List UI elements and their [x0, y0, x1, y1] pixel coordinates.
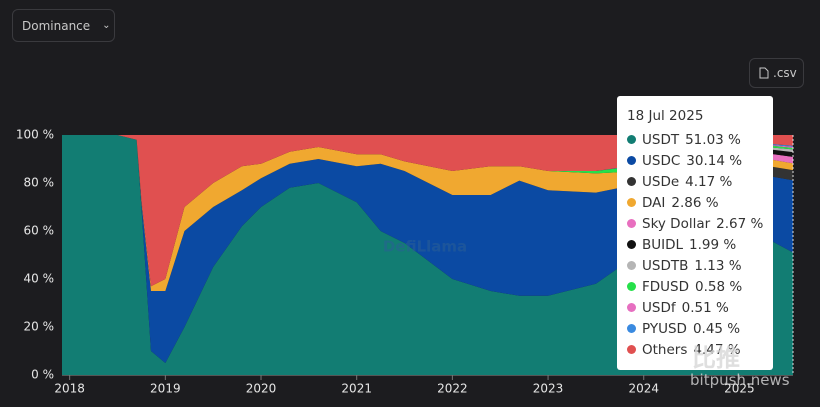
legend-dot [627, 198, 636, 207]
watermark: DefiLlama [383, 238, 467, 256]
y-tick-label: 20 % [24, 320, 55, 334]
tooltip-row: DAI 2.86 % [627, 192, 763, 213]
brand-watermark: 比推 [692, 344, 740, 372]
tooltip-row: Sky Dollar 2.67 % [627, 213, 763, 234]
tooltip-name: USDC [642, 152, 681, 169]
legend-dot [627, 240, 636, 249]
tooltip-row: USDe 4.17 % [627, 171, 763, 192]
y-tick-label: 80 % [24, 176, 55, 190]
tooltip-value: 4.17 % [685, 173, 733, 190]
tooltip-name: USDe [642, 173, 680, 190]
chevron: ⌄ [102, 20, 111, 31]
dropdown-label: Dominance [22, 18, 91, 33]
x-tick-label: 2025 [724, 382, 755, 396]
tooltip-date: 18 Jul 2025 [627, 108, 704, 124]
tooltip-value: 0.51 % [681, 299, 729, 316]
tooltip-row: FDUSD 0.58 % [627, 276, 763, 297]
area [62, 135, 793, 375]
file-icon [759, 67, 769, 79]
y-tick-label: 100 % [16, 128, 54, 142]
tooltip-name: USDTB [642, 257, 689, 274]
area [62, 135, 793, 363]
tooltip: 18 Jul 2025 USDT 51.03 % USDC 30.14 % USDe 4.1… [617, 96, 773, 370]
tooltip-row: USDC 30.14 % [627, 150, 763, 171]
x-tick-label: 2018 [54, 382, 85, 396]
dominance-dropdown[interactable]: Dominance ⌄ [12, 9, 115, 42]
tooltip-name: PYUSD [642, 320, 687, 337]
legend-dot [627, 177, 636, 186]
area [62, 135, 793, 287]
area [62, 135, 793, 291]
tooltip-name: Others [642, 341, 688, 358]
x-tick-label: 2019 [150, 382, 181, 396]
tooltip-value: 1.99 % [689, 236, 737, 253]
brand-url: bitpush.news [690, 371, 790, 389]
tooltip-value: 51.03 % [685, 131, 741, 148]
y-tick-label: 60 % [24, 224, 55, 238]
legend-dot [627, 135, 636, 144]
legend-dot [627, 261, 636, 270]
x-tick-label: 2024 [628, 382, 659, 396]
tooltip-value: 1.13 % [694, 257, 742, 274]
tooltip-name: USDT [642, 131, 680, 148]
tooltip-value: 4.47 % [693, 341, 741, 358]
tooltip-value: 0.58 % [695, 278, 743, 295]
tooltip-row: BUIDL 1.99 % [627, 234, 763, 255]
legend-dot [627, 219, 636, 228]
legend-dot [627, 345, 636, 354]
tooltip-row: USDT 51.03 % [627, 129, 763, 150]
tooltip-value: 0.45 % [692, 320, 741, 337]
legend-dot [627, 324, 636, 333]
tooltip-value: 2.86 % [671, 194, 719, 211]
tooltip-row: Others 4.47 % [627, 339, 763, 360]
tooltip-name: BUIDL [642, 236, 684, 253]
tooltip-value: 2.67 % [716, 215, 764, 232]
tooltip-name: FDUSD [642, 278, 690, 295]
x-tick-label: 2022 [437, 382, 468, 396]
x-tick-label: 2021 [341, 382, 372, 396]
csv-label: .csv [773, 66, 797, 80]
x-tick-label: 2023 [533, 382, 564, 396]
tooltip-name: USDf [642, 299, 676, 316]
tooltip-row: USDf 0.51 % [627, 297, 763, 318]
legend-dot [627, 156, 636, 165]
tooltip-name: DAI [642, 194, 666, 211]
x-tick-label: 2020 [246, 382, 277, 396]
tooltip-row: PYUSD 0.45 % [627, 318, 763, 339]
y-tick-label: 40 % [24, 272, 55, 286]
tooltip-row: USDTB 1.13 % [627, 255, 763, 276]
legend-dot [627, 282, 636, 291]
y-tick-label: 0 % [31, 368, 54, 382]
csv-button[interactable]: .csv [749, 58, 804, 88]
legend-dot [627, 303, 636, 312]
tooltip-name: Sky Dollar [642, 215, 711, 232]
tooltip-value: 30.14 % [686, 152, 743, 169]
